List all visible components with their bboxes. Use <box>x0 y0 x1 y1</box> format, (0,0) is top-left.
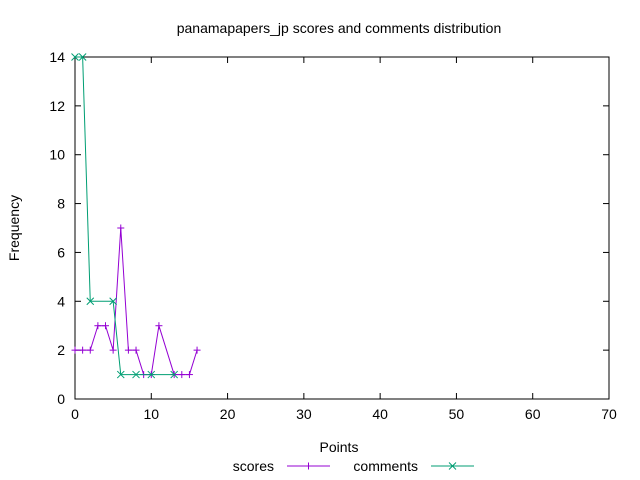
scores-point <box>102 322 110 330</box>
scores-line <box>75 227 198 376</box>
scores-point <box>124 346 132 354</box>
scores-point <box>117 224 125 232</box>
legend-marker <box>305 462 312 470</box>
scores-point <box>155 322 163 330</box>
x-tick-label: 40 <box>372 406 388 422</box>
scores-point <box>109 346 117 354</box>
y-tick-label: 0 <box>57 391 65 407</box>
comments-point <box>170 370 179 379</box>
chart-title: panamapapers_jp scores and comments dist… <box>177 20 502 36</box>
scores-point <box>185 371 193 379</box>
y-axis-label: Frequency <box>6 195 22 261</box>
y-tick-label: 4 <box>57 293 65 309</box>
legend-label: scores <box>233 458 274 474</box>
comments-point <box>116 370 125 379</box>
series-comments <box>71 53 179 379</box>
scores-point <box>94 322 102 330</box>
comments-point <box>78 53 87 61</box>
y-tick-label: 6 <box>57 244 65 260</box>
scores-point <box>132 346 140 354</box>
legend-label: comments <box>353 458 418 474</box>
comments-point <box>147 370 156 379</box>
comments-point <box>86 297 95 306</box>
x-tick-label: 70 <box>601 406 617 422</box>
x-tick-label: 60 <box>525 406 541 422</box>
x-tick-label: 10 <box>143 406 159 422</box>
y-tick-label: 12 <box>49 98 65 114</box>
x-tick-label: 50 <box>449 406 465 422</box>
y-axis: 0 2 4 6 8 10 12 14 <box>49 49 609 407</box>
legend-item-scores: scores <box>233 458 330 474</box>
legend-marker <box>448 462 457 470</box>
x-tick-label: 30 <box>296 406 312 422</box>
legend: scores comments <box>233 458 474 474</box>
plot-series <box>71 53 201 379</box>
legend-item-comments: comments <box>353 458 474 474</box>
series-scores <box>71 224 201 379</box>
x-tick-label: 20 <box>220 406 236 422</box>
scores-point <box>71 346 79 354</box>
x-axis: 0 10 20 30 40 50 60 70 <box>71 57 617 422</box>
y-tick-label: 2 <box>57 342 65 358</box>
y-tick-label: 14 <box>49 49 65 65</box>
scores-point <box>86 346 94 354</box>
y-tick-label: 10 <box>49 147 65 163</box>
scores-point <box>193 346 201 354</box>
comments-point <box>109 297 117 306</box>
plot-frame <box>74 56 610 400</box>
scores-point <box>178 371 186 379</box>
x-axis-label: Points <box>320 439 359 455</box>
scores-point <box>79 346 87 354</box>
comments-line <box>75 56 175 376</box>
comments-point <box>71 53 79 61</box>
comments-point <box>132 370 140 379</box>
x-tick-label: 0 <box>71 406 79 422</box>
y-tick-label: 8 <box>57 196 65 212</box>
